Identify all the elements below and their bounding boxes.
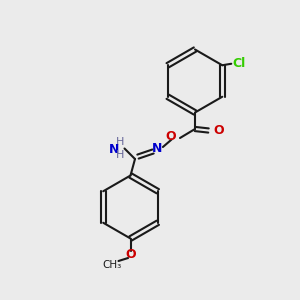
Text: O: O bbox=[213, 124, 224, 137]
Text: O: O bbox=[125, 248, 136, 262]
Text: H: H bbox=[116, 137, 124, 148]
Text: H: H bbox=[116, 150, 124, 161]
Text: CH₃: CH₃ bbox=[103, 260, 122, 271]
Text: O: O bbox=[165, 130, 176, 143]
Text: N: N bbox=[109, 143, 119, 157]
Text: Cl: Cl bbox=[233, 57, 246, 70]
Text: N: N bbox=[152, 142, 163, 155]
